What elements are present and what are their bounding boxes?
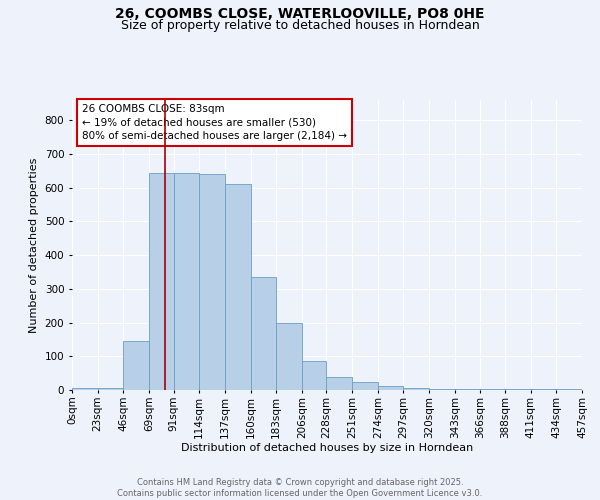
Bar	[403, 388, 429, 390]
Bar	[72, 388, 98, 390]
Bar	[352, 382, 378, 390]
Bar	[276, 323, 302, 390]
Bar	[173, 172, 199, 390]
Bar	[251, 277, 276, 390]
Text: 26, COOMBS CLOSE, WATERLOOVILLE, PO8 0HE: 26, COOMBS CLOSE, WATERLOOVILLE, PO8 0HE	[115, 8, 485, 22]
Bar	[302, 362, 326, 390]
Bar	[225, 184, 251, 390]
Bar	[149, 172, 173, 390]
X-axis label: Distribution of detached houses by size in Horndean: Distribution of detached houses by size …	[181, 443, 473, 453]
Text: 26 COOMBS CLOSE: 83sqm
← 19% of detached houses are smaller (530)
80% of semi-de: 26 COOMBS CLOSE: 83sqm ← 19% of detached…	[82, 104, 347, 141]
Text: Contains HM Land Registry data © Crown copyright and database right 2025.
Contai: Contains HM Land Registry data © Crown c…	[118, 478, 482, 498]
Bar	[124, 341, 149, 390]
Y-axis label: Number of detached properties: Number of detached properties	[29, 158, 39, 332]
Text: Size of property relative to detached houses in Horndean: Size of property relative to detached ho…	[121, 18, 479, 32]
Bar	[98, 388, 124, 390]
Bar	[378, 386, 403, 390]
Bar	[326, 376, 352, 390]
Bar	[199, 174, 225, 390]
